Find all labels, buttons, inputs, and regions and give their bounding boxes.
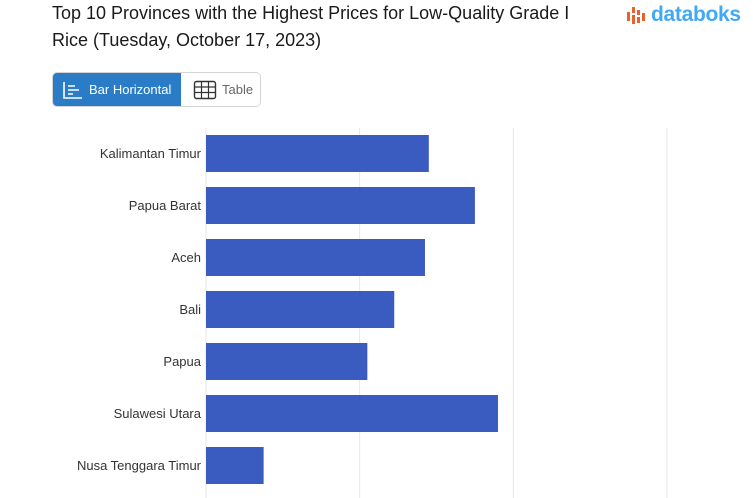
logo-text: databoks [651,3,741,26]
bar-0[interactable] [206,135,429,172]
category-label-2: Aceh [171,250,201,265]
bar-horizontal-icon [63,81,82,99]
bar-1[interactable] [206,187,475,224]
chart-title: Top 10 Provinces with the Highest Prices… [52,3,570,50]
bar-4[interactable] [206,343,368,380]
table-label: Table [222,82,254,97]
category-label-4: Papua [163,354,201,369]
category-label-1: Papua Barat [129,198,202,213]
table-grid-icon [193,80,217,99]
bar-6[interactable] [206,447,264,484]
bar-3[interactable] [206,291,395,328]
category-label-5: Sulawesi Utara [114,406,202,421]
databoks-logo[interactable]: databoks [626,2,741,28]
databoks-logo-icon [627,7,645,24]
category-label-3: Bali [179,302,201,317]
bar-horizontal-label: Bar Horizontal [89,82,172,97]
table-button[interactable]: Table [181,73,260,106]
bar-horizontal-button[interactable]: Bar Horizontal [53,73,181,106]
category-label-0: Kalimantan Timur [100,146,202,161]
view-toggle: Bar Horizontal Table [52,72,261,107]
bar-5[interactable] [206,395,498,432]
bar-2[interactable] [206,239,425,276]
category-label-6: Nusa Tenggara Timur [77,458,202,473]
